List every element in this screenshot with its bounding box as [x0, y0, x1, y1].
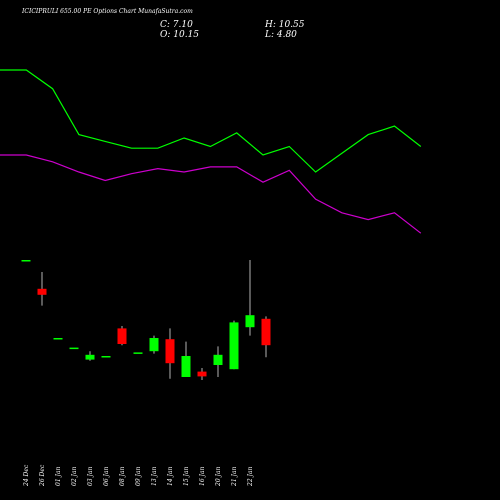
x-tick-label: 08 Jan [119, 466, 126, 486]
candle-body [181, 356, 191, 377]
candle-body [85, 354, 95, 360]
low-value: L: 4.80 [265, 30, 297, 40]
candle-body [69, 347, 79, 350]
close-value: C: 7.10 [160, 20, 193, 30]
candle-body [213, 354, 223, 365]
x-tick-label: 14 Jan [167, 466, 174, 486]
candle-body [37, 288, 47, 295]
candle-body [261, 318, 271, 346]
ma-fast-line [0, 69, 422, 173]
candle-body [21, 260, 31, 262]
x-tick-label: 09 Jan [135, 466, 142, 486]
x-tick-label: 01 Jan [55, 466, 62, 486]
candle-body [197, 371, 207, 377]
candle-body [133, 352, 143, 354]
candle-body [149, 338, 159, 352]
x-tick-label: 24 Dec [23, 464, 30, 487]
x-tick-label: 21 Jan [231, 466, 238, 487]
x-tick-label: 06 Jan [103, 466, 110, 486]
open-value: O: 10.15 [160, 30, 200, 40]
candle-body [101, 356, 111, 358]
candle-body [229, 322, 239, 370]
x-tick-label: 13 Jan [151, 466, 158, 486]
x-tick-label: 16 Jan [199, 466, 206, 486]
x-tick-label: 22 Jan [247, 466, 254, 487]
x-tick-label: 15 Jan [183, 466, 190, 486]
chart-title: ICICIPRULI 655.00 PE Options Chart Munaf… [22, 8, 193, 15]
candle-body [117, 328, 127, 344]
candle-body [165, 339, 175, 364]
x-tick-label: 20 Jan [215, 466, 222, 487]
x-tick-label: 03 Jan [87, 466, 94, 486]
candle-body [245, 315, 255, 328]
candle-body [53, 338, 63, 340]
ohlc-readout: C: 7.10 H: 10.55 O: 10.15 L: 4.80 [160, 20, 370, 40]
x-tick-label: 26 Dec [39, 464, 46, 487]
x-tick-label: 02 Jan [71, 466, 78, 486]
high-value: H: 10.55 [265, 20, 305, 30]
ma-slow-line [0, 154, 422, 234]
